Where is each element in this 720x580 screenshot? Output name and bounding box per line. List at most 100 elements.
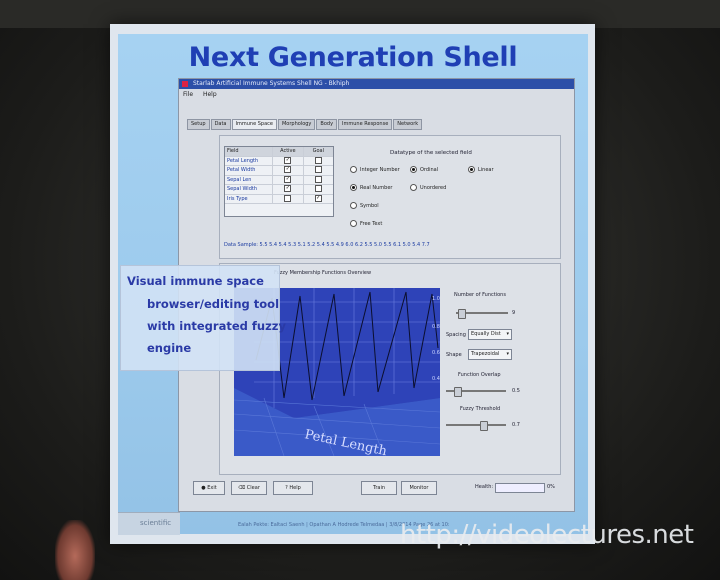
bottom-toolbar: ● Exit ⌫ Clear ? Help Train Monitor Heal…	[179, 477, 574, 499]
tab-immune-space[interactable]: Immune Space	[231, 119, 277, 130]
field-name: Sepal Len	[225, 175, 274, 184]
radio-dot	[468, 166, 475, 173]
radio-symbol[interactable]: Symbol	[350, 202, 379, 209]
overlap-label: Function Overlap	[458, 372, 501, 378]
radio-dot	[410, 166, 417, 173]
slide-title: Next Generation Shell	[188, 42, 518, 73]
table-row[interactable]: Sepal Len ✓	[225, 175, 333, 185]
spacing-label: Spacing	[446, 332, 466, 338]
watermark: http://videolectures.net	[400, 520, 694, 550]
number-functions-slider[interactable]	[456, 309, 508, 319]
svg-text:0.8: 0.8	[432, 324, 440, 330]
window-titlebar: Starlab Artificial Immune Systems Shell …	[179, 79, 574, 89]
tab-immune-response[interactable]: Immune Response	[338, 119, 393, 130]
header-goal: Goal	[312, 148, 324, 154]
fields-grid: Field Active Goal Petal Length ✓ Petal W…	[224, 146, 334, 217]
radio-integer[interactable]: Integer Number	[350, 166, 400, 173]
svg-text:0.4: 0.4	[432, 376, 440, 382]
header-field: Field	[225, 147, 274, 156]
health-value: 0%	[547, 484, 555, 490]
shape-select[interactable]: Trapezoidal ▾	[468, 349, 512, 360]
health-label: Health:	[475, 484, 494, 490]
clear-button[interactable]: ⌫ Clear	[231, 481, 267, 495]
field-name: Sepal Width	[225, 185, 274, 194]
table-row[interactable]: Petal Length ✓	[225, 156, 333, 166]
slide-footer: Ealah Pekte: Ealtaci Saenh | Opathan A H…	[238, 522, 450, 528]
radio-dot	[350, 220, 357, 227]
health-progress	[495, 483, 545, 493]
menu-bar: File Help	[179, 89, 574, 100]
field-name: Iris Type	[225, 194, 274, 203]
callout-line: browser/editing tool	[147, 297, 280, 311]
audience-hand	[55, 520, 95, 580]
active-checkbox[interactable]: ✓	[284, 175, 292, 183]
threshold-label: Fuzzy Threshold	[460, 406, 501, 412]
fields-panel: Field Active Goal Petal Length ✓ Petal W…	[219, 135, 561, 259]
radio-unordered[interactable]: Unordered	[410, 184, 446, 191]
slide: Next Generation Shell Starlab Artificial…	[118, 34, 588, 535]
number-functions-value: 9	[512, 310, 516, 316]
overlap-value: 0.5	[512, 388, 520, 394]
tab-morphology[interactable]: Morphology	[277, 119, 316, 130]
tab-body[interactable]: Body	[316, 119, 338, 130]
active-checkbox[interactable]: ✓	[284, 185, 292, 192]
tab-bar: Setup Data Immune Space Morphology Body …	[187, 119, 423, 130]
callout-line: engine	[147, 341, 192, 355]
train-button[interactable]: Train	[361, 481, 397, 495]
brand-text: scientific	[140, 519, 172, 527]
goal-checkbox[interactable]	[314, 166, 322, 173]
goal-checkbox[interactable]: ✓	[314, 194, 322, 202]
header-active: Active	[273, 147, 304, 156]
table-row[interactable]: Sepal Width ✓	[225, 185, 333, 195]
grid-empty-space	[225, 204, 333, 216]
active-checkbox[interactable]	[284, 194, 292, 202]
help-button[interactable]: ? Help	[273, 481, 313, 495]
goal-checkbox[interactable]	[314, 175, 322, 183]
threshold-value: 0.7	[512, 422, 520, 428]
radio-ordinal[interactable]: Ordinal	[410, 166, 438, 173]
fuzzy-membership-plot[interactable]: 1.0 0.8 0.6 0.4 Petal Length	[234, 288, 440, 456]
goal-checkbox[interactable]	[314, 185, 322, 192]
exit-button[interactable]: ● Exit	[193, 481, 225, 495]
table-row[interactable]: Iris Type ✓	[225, 194, 333, 204]
tab-data[interactable]: Data	[210, 119, 231, 130]
menu-file[interactable]: File	[183, 91, 194, 98]
grid-header: Field Active Goal	[225, 147, 333, 157]
radio-real[interactable]: Real Number	[350, 184, 392, 191]
goal-checkbox[interactable]	[314, 156, 322, 164]
slider-knob[interactable]	[454, 387, 462, 397]
ceiling	[0, 0, 720, 28]
slide-callout: Visual immune space browser/editing tool…	[120, 265, 286, 371]
overlap-slider[interactable]	[446, 387, 506, 397]
fuzzy-panel: Fuzzy Membership Functions Overview	[219, 263, 561, 475]
chevron-down-icon: ▾	[506, 331, 509, 337]
svg-text:1.0: 1.0	[432, 296, 440, 302]
menu-help[interactable]: Help	[202, 91, 217, 98]
monitor-button[interactable]: Monitor	[401, 481, 437, 495]
radio-linear[interactable]: Linear	[468, 166, 494, 173]
threshold-slider[interactable]	[446, 421, 506, 431]
table-row[interactable]: Petal Width ✓	[225, 166, 333, 176]
data-sample: Data Sample: 5.5 5.4 5.4 5.3 5.1 5.2 5.4…	[224, 242, 430, 248]
callout-line: with integrated fuzzy	[147, 319, 286, 333]
callout-line: Visual immune space	[127, 274, 264, 288]
chevron-down-icon: ▾	[506, 351, 509, 357]
field-name: Petal Length	[225, 156, 274, 165]
app-logo-icon	[182, 81, 188, 87]
shape-label: Shape	[446, 352, 462, 358]
tab-setup[interactable]: Setup	[187, 119, 210, 130]
spacing-select[interactable]: Equally Dist ▾	[468, 329, 512, 340]
number-functions-label: Number of Functions	[454, 292, 506, 298]
field-name: Petal Width	[225, 166, 274, 175]
radio-dot	[410, 184, 417, 191]
slider-knob[interactable]	[458, 309, 466, 319]
active-checkbox[interactable]: ✓	[284, 166, 292, 173]
radio-dot	[350, 202, 357, 209]
slider-knob[interactable]	[480, 421, 488, 431]
svg-text:0.6: 0.6	[432, 350, 440, 356]
brand-logo: scientific	[118, 512, 180, 535]
tab-network[interactable]: Network	[393, 119, 423, 130]
radio-free-text[interactable]: Free Text	[350, 220, 382, 227]
active-checkbox[interactable]: ✓	[284, 156, 292, 164]
datatype-title: Datatype of the selected field	[390, 150, 472, 156]
